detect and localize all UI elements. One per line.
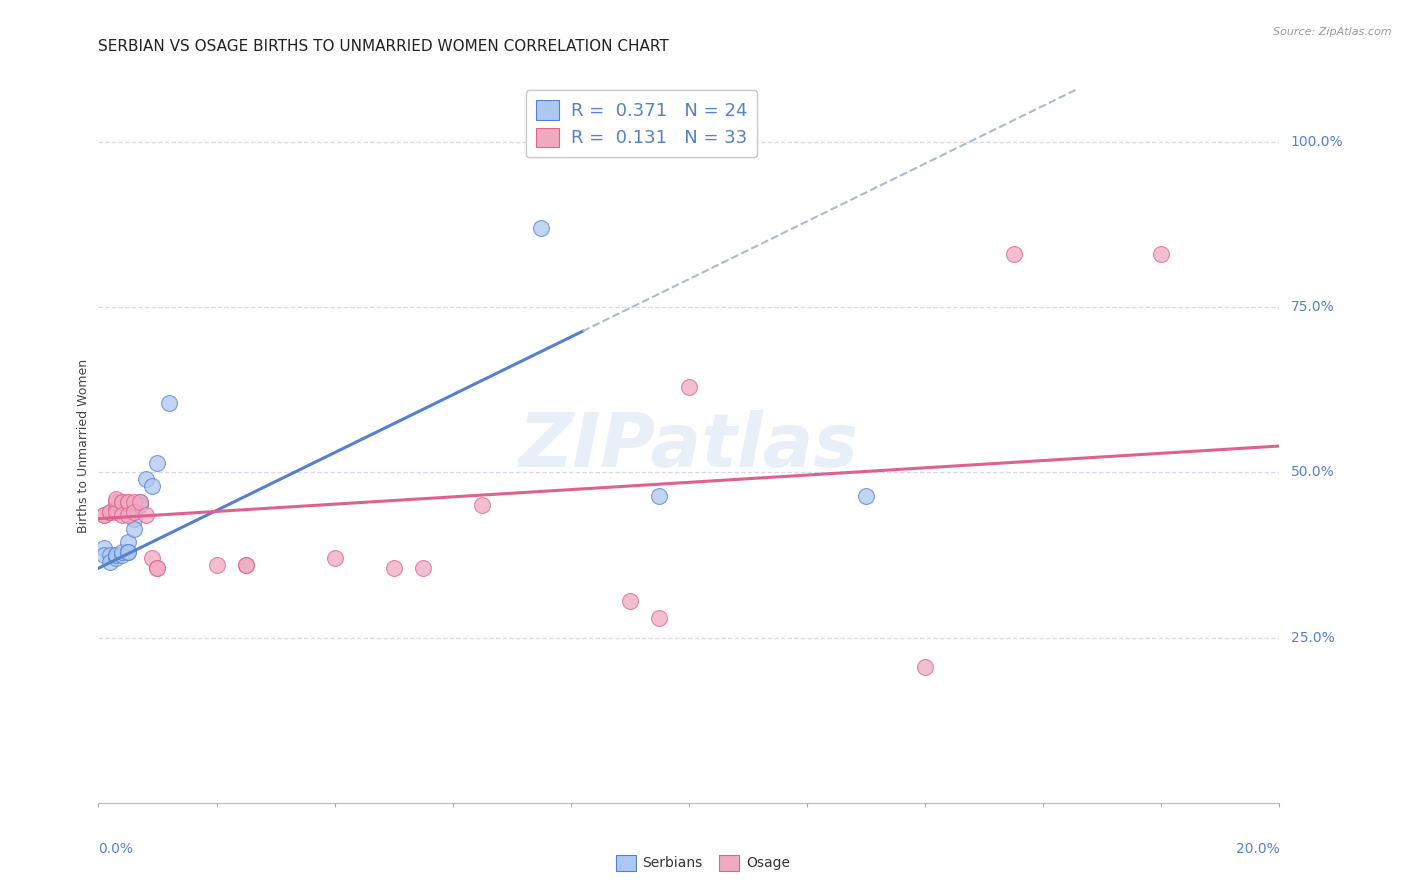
Point <box>141 551 163 566</box>
Point <box>157 396 180 410</box>
Point <box>382 561 405 575</box>
Point <box>117 508 139 523</box>
Point <box>105 495 128 509</box>
Point <box>205 558 228 572</box>
Point <box>117 534 139 549</box>
Point <box>93 508 115 523</box>
Point <box>135 472 157 486</box>
Legend: Serbians, Osage: Serbians, Osage <box>610 849 796 876</box>
Point <box>122 495 145 509</box>
Point <box>105 505 128 519</box>
Text: 20.0%: 20.0% <box>1236 842 1279 855</box>
Point <box>98 505 121 519</box>
Point <box>1150 247 1173 261</box>
Point <box>235 558 257 572</box>
Point <box>117 545 139 559</box>
Point <box>111 495 134 509</box>
Point <box>98 505 121 519</box>
Point <box>93 548 115 562</box>
Point <box>105 548 128 562</box>
Point <box>412 561 434 575</box>
Point <box>105 491 128 506</box>
Point <box>530 221 553 235</box>
Point <box>98 555 121 569</box>
Point <box>619 594 641 608</box>
Point <box>117 545 139 559</box>
Point <box>122 505 145 519</box>
Point <box>122 505 145 519</box>
Text: ZIPatlas: ZIPatlas <box>519 409 859 483</box>
Point <box>117 495 139 509</box>
Text: 0.0%: 0.0% <box>98 842 134 855</box>
Text: 50.0%: 50.0% <box>1291 466 1334 479</box>
Point <box>141 478 163 492</box>
Point <box>678 379 700 393</box>
Point <box>117 495 139 509</box>
Text: 100.0%: 100.0% <box>1291 135 1343 149</box>
Point <box>855 489 877 503</box>
Point <box>111 545 134 559</box>
Point <box>323 551 346 566</box>
Point <box>111 508 134 523</box>
Legend: R =  0.371   N = 24, R =  0.131   N = 33: R = 0.371 N = 24, R = 0.131 N = 33 <box>526 90 758 157</box>
Point <box>146 456 169 470</box>
Point <box>128 495 150 509</box>
Point <box>914 660 936 674</box>
Point <box>111 548 134 562</box>
Point <box>122 522 145 536</box>
Point <box>648 489 671 503</box>
Point <box>1002 247 1025 261</box>
Text: 25.0%: 25.0% <box>1291 631 1334 645</box>
Point <box>648 611 671 625</box>
Point <box>111 495 134 509</box>
Point <box>135 508 157 523</box>
Y-axis label: Births to Unmarried Women: Births to Unmarried Women <box>77 359 90 533</box>
Point <box>146 561 169 575</box>
Point <box>93 541 115 556</box>
Point <box>146 561 169 575</box>
Point <box>105 551 128 566</box>
Point <box>105 548 128 562</box>
Point <box>105 501 128 516</box>
Text: Source: ZipAtlas.com: Source: ZipAtlas.com <box>1274 27 1392 37</box>
Point <box>471 499 494 513</box>
Point <box>235 558 257 572</box>
Point <box>98 548 121 562</box>
Point <box>122 511 145 525</box>
Text: 75.0%: 75.0% <box>1291 301 1334 314</box>
Point <box>128 495 150 509</box>
Point <box>128 499 150 513</box>
Text: SERBIAN VS OSAGE BIRTHS TO UNMARRIED WOMEN CORRELATION CHART: SERBIAN VS OSAGE BIRTHS TO UNMARRIED WOM… <box>98 38 669 54</box>
Point <box>93 508 115 523</box>
